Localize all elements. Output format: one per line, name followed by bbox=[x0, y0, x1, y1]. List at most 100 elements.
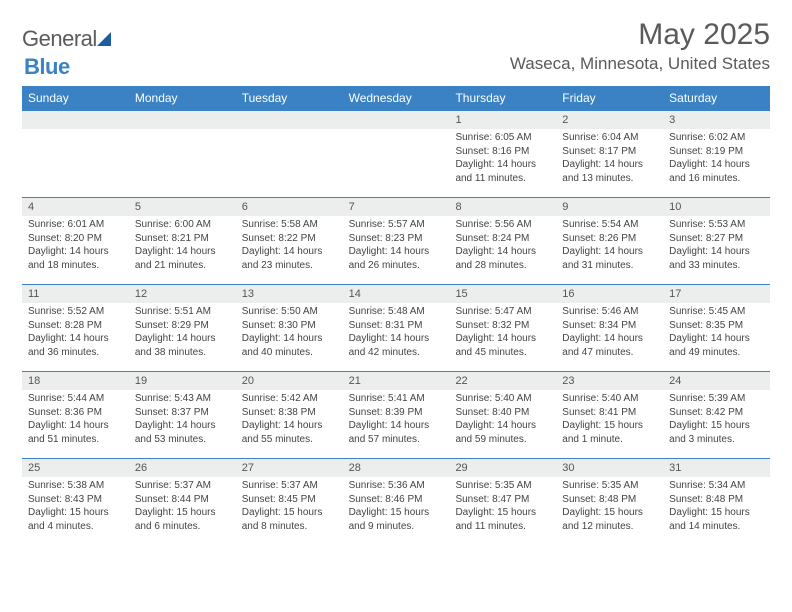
day-number bbox=[236, 111, 343, 129]
week-row: 4Sunrise: 6:01 AMSunset: 8:20 PMDaylight… bbox=[22, 197, 770, 284]
day-number: 31 bbox=[663, 459, 770, 477]
day-cell: 8Sunrise: 5:56 AMSunset: 8:24 PMDaylight… bbox=[449, 198, 556, 284]
sunrise-text: Sunrise: 5:52 AM bbox=[28, 305, 123, 319]
day-details: Sunrise: 5:58 AMSunset: 8:22 PMDaylight:… bbox=[236, 216, 343, 276]
day-details: Sunrise: 5:37 AMSunset: 8:45 PMDaylight:… bbox=[236, 477, 343, 537]
day-cell: 13Sunrise: 5:50 AMSunset: 8:30 PMDayligh… bbox=[236, 285, 343, 371]
sunset-text: Sunset: 8:24 PM bbox=[455, 232, 550, 246]
sunrise-text: Sunrise: 5:54 AM bbox=[562, 218, 657, 232]
sunset-text: Sunset: 8:35 PM bbox=[669, 319, 764, 333]
sunrise-text: Sunrise: 5:48 AM bbox=[349, 305, 444, 319]
brand-logo: General bbox=[22, 18, 113, 52]
day-cell: 31Sunrise: 5:34 AMSunset: 8:48 PMDayligh… bbox=[663, 459, 770, 545]
day-number: 17 bbox=[663, 285, 770, 303]
day-number: 2 bbox=[556, 111, 663, 129]
daylight-text: Daylight: 15 hours and 11 minutes. bbox=[455, 506, 550, 533]
brand-part1: General bbox=[22, 26, 97, 52]
day-number: 15 bbox=[449, 285, 556, 303]
day-cell: 22Sunrise: 5:40 AMSunset: 8:40 PMDayligh… bbox=[449, 372, 556, 458]
day-number bbox=[129, 111, 236, 129]
sunset-text: Sunset: 8:36 PM bbox=[28, 406, 123, 420]
day-number: 22 bbox=[449, 372, 556, 390]
sunset-text: Sunset: 8:41 PM bbox=[562, 406, 657, 420]
sunset-text: Sunset: 8:26 PM bbox=[562, 232, 657, 246]
sunset-text: Sunset: 8:29 PM bbox=[135, 319, 230, 333]
day-header: Wednesday bbox=[343, 86, 450, 110]
day-cell: 7Sunrise: 5:57 AMSunset: 8:23 PMDaylight… bbox=[343, 198, 450, 284]
sunrise-text: Sunrise: 5:57 AM bbox=[349, 218, 444, 232]
sunset-text: Sunset: 8:21 PM bbox=[135, 232, 230, 246]
day-number: 7 bbox=[343, 198, 450, 216]
month-title: May 2025 bbox=[510, 18, 770, 52]
day-number bbox=[343, 111, 450, 129]
day-details: Sunrise: 5:39 AMSunset: 8:42 PMDaylight:… bbox=[663, 390, 770, 450]
sunrise-text: Sunrise: 6:05 AM bbox=[455, 131, 550, 145]
sunset-text: Sunset: 8:40 PM bbox=[455, 406, 550, 420]
day-cell: 21Sunrise: 5:41 AMSunset: 8:39 PMDayligh… bbox=[343, 372, 450, 458]
sunset-text: Sunset: 8:37 PM bbox=[135, 406, 230, 420]
day-details: Sunrise: 5:41 AMSunset: 8:39 PMDaylight:… bbox=[343, 390, 450, 450]
day-number: 26 bbox=[129, 459, 236, 477]
sunrise-text: Sunrise: 5:56 AM bbox=[455, 218, 550, 232]
day-details: Sunrise: 6:01 AMSunset: 8:20 PMDaylight:… bbox=[22, 216, 129, 276]
day-details: Sunrise: 5:52 AMSunset: 8:28 PMDaylight:… bbox=[22, 303, 129, 363]
day-cell: 9Sunrise: 5:54 AMSunset: 8:26 PMDaylight… bbox=[556, 198, 663, 284]
calendar: SundayMondayTuesdayWednesdayThursdayFrid… bbox=[22, 86, 770, 545]
sunset-text: Sunset: 8:48 PM bbox=[562, 493, 657, 507]
day-cell: 24Sunrise: 5:39 AMSunset: 8:42 PMDayligh… bbox=[663, 372, 770, 458]
daylight-text: Daylight: 15 hours and 12 minutes. bbox=[562, 506, 657, 533]
daylight-text: Daylight: 14 hours and 26 minutes. bbox=[349, 245, 444, 272]
day-header: Tuesday bbox=[236, 86, 343, 110]
sunset-text: Sunset: 8:45 PM bbox=[242, 493, 337, 507]
day-number: 29 bbox=[449, 459, 556, 477]
location-label: Waseca, Minnesota, United States bbox=[510, 54, 770, 74]
sunrise-text: Sunrise: 5:58 AM bbox=[242, 218, 337, 232]
day-cell: 20Sunrise: 5:42 AMSunset: 8:38 PMDayligh… bbox=[236, 372, 343, 458]
sunrise-text: Sunrise: 6:02 AM bbox=[669, 131, 764, 145]
day-cell bbox=[22, 111, 129, 197]
day-number: 5 bbox=[129, 198, 236, 216]
sunrise-text: Sunrise: 5:38 AM bbox=[28, 479, 123, 493]
daylight-text: Daylight: 14 hours and 21 minutes. bbox=[135, 245, 230, 272]
sunset-text: Sunset: 8:43 PM bbox=[28, 493, 123, 507]
day-number: 4 bbox=[22, 198, 129, 216]
day-details: Sunrise: 5:51 AMSunset: 8:29 PMDaylight:… bbox=[129, 303, 236, 363]
daylight-text: Daylight: 15 hours and 14 minutes. bbox=[669, 506, 764, 533]
day-details: Sunrise: 5:43 AMSunset: 8:37 PMDaylight:… bbox=[129, 390, 236, 450]
day-header: Saturday bbox=[663, 86, 770, 110]
sunrise-text: Sunrise: 5:43 AM bbox=[135, 392, 230, 406]
sunrise-text: Sunrise: 5:36 AM bbox=[349, 479, 444, 493]
sunrise-text: Sunrise: 5:40 AM bbox=[562, 392, 657, 406]
daylight-text: Daylight: 14 hours and 28 minutes. bbox=[455, 245, 550, 272]
day-cell: 18Sunrise: 5:44 AMSunset: 8:36 PMDayligh… bbox=[22, 372, 129, 458]
day-cell: 14Sunrise: 5:48 AMSunset: 8:31 PMDayligh… bbox=[343, 285, 450, 371]
daylight-text: Daylight: 15 hours and 6 minutes. bbox=[135, 506, 230, 533]
day-details bbox=[129, 129, 236, 135]
day-details bbox=[22, 129, 129, 135]
sunrise-text: Sunrise: 5:41 AM bbox=[349, 392, 444, 406]
day-cell bbox=[236, 111, 343, 197]
daylight-text: Daylight: 14 hours and 45 minutes. bbox=[455, 332, 550, 359]
day-cell: 6Sunrise: 5:58 AMSunset: 8:22 PMDaylight… bbox=[236, 198, 343, 284]
day-details: Sunrise: 5:35 AMSunset: 8:47 PMDaylight:… bbox=[449, 477, 556, 537]
daylight-text: Daylight: 14 hours and 36 minutes. bbox=[28, 332, 123, 359]
day-number: 14 bbox=[343, 285, 450, 303]
day-cell: 2Sunrise: 6:04 AMSunset: 8:17 PMDaylight… bbox=[556, 111, 663, 197]
day-cell: 16Sunrise: 5:46 AMSunset: 8:34 PMDayligh… bbox=[556, 285, 663, 371]
week-row: 11Sunrise: 5:52 AMSunset: 8:28 PMDayligh… bbox=[22, 284, 770, 371]
day-details bbox=[343, 129, 450, 135]
daylight-text: Daylight: 14 hours and 57 minutes. bbox=[349, 419, 444, 446]
day-cell: 27Sunrise: 5:37 AMSunset: 8:45 PMDayligh… bbox=[236, 459, 343, 545]
day-number: 9 bbox=[556, 198, 663, 216]
sunset-text: Sunset: 8:48 PM bbox=[669, 493, 764, 507]
day-number: 19 bbox=[129, 372, 236, 390]
daylight-text: Daylight: 14 hours and 59 minutes. bbox=[455, 419, 550, 446]
day-details: Sunrise: 5:38 AMSunset: 8:43 PMDaylight:… bbox=[22, 477, 129, 537]
sunrise-text: Sunrise: 5:35 AM bbox=[562, 479, 657, 493]
day-cell: 29Sunrise: 5:35 AMSunset: 8:47 PMDayligh… bbox=[449, 459, 556, 545]
day-cell: 10Sunrise: 5:53 AMSunset: 8:27 PMDayligh… bbox=[663, 198, 770, 284]
day-number: 1 bbox=[449, 111, 556, 129]
title-block: May 2025 Waseca, Minnesota, United State… bbox=[510, 18, 770, 74]
day-details: Sunrise: 6:00 AMSunset: 8:21 PMDaylight:… bbox=[129, 216, 236, 276]
sunset-text: Sunset: 8:27 PM bbox=[669, 232, 764, 246]
